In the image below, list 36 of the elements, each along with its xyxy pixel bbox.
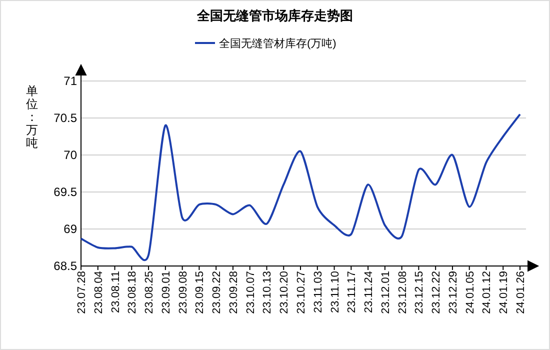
x-tick-label: 23.08.25 xyxy=(144,271,156,314)
x-tick-label: 23.11.24 xyxy=(363,271,376,314)
x-tick-label: 24.01.26 xyxy=(515,271,527,314)
y-tick-label: 70.5 xyxy=(54,111,78,125)
x-tick-label: 23.12.22 xyxy=(430,271,443,314)
x-tick-label: 23.10.07 xyxy=(244,271,257,314)
x-tick-label: 23.10.13 xyxy=(262,271,274,314)
x-tick-label: 23.10.20 xyxy=(278,271,291,314)
x-tick-label: 23.09.15 xyxy=(194,271,206,314)
x-tick-label: 24.01.12 xyxy=(481,271,494,314)
x-tick-label: 23.12.08 xyxy=(396,271,409,314)
y-tick-label: 71 xyxy=(64,74,78,88)
y-tick-label: 68.5 xyxy=(54,259,78,273)
y-tick-label: 69 xyxy=(64,222,78,236)
x-tick-label: 23.08.11 xyxy=(110,271,122,314)
x-tick-label: 23.07.28 xyxy=(76,271,88,314)
x-tick-label: 23.11.03 xyxy=(312,271,324,314)
x-tick-label: 23.09.01 xyxy=(160,271,172,314)
y-tick-label: 69.5 xyxy=(54,185,78,199)
x-tick-label: 23.10.27 xyxy=(296,271,308,314)
y-axis-title: 单位：万吨 xyxy=(26,84,38,150)
x-tick-label: 23.09.28 xyxy=(228,271,240,314)
x-tick-label: 23.12.29 xyxy=(447,271,460,314)
x-tick-label: 23.12.01 xyxy=(380,271,392,314)
x-tick-label: 24.01.05 xyxy=(464,271,476,314)
x-tick-label: 23.09.22 xyxy=(211,271,224,314)
legend-label: 全国无缝管材库存(万吨) xyxy=(219,37,336,50)
x-tick-label: 23.11.10 xyxy=(329,271,342,314)
x-tick-label: 23.08.04 xyxy=(92,271,105,314)
x-tick-label: 23.11.17 xyxy=(346,271,358,314)
y-tick-label: 70 xyxy=(64,148,78,162)
x-tick-label: 23.12.15 xyxy=(414,271,426,314)
x-tick-label: 23.09.08 xyxy=(177,271,190,314)
x-tick-label: 23.08.18 xyxy=(126,271,139,314)
x-tick-label: 24.01.19 xyxy=(498,271,510,314)
chart-title: 全国无缝管市场库存走势图 xyxy=(196,8,353,23)
